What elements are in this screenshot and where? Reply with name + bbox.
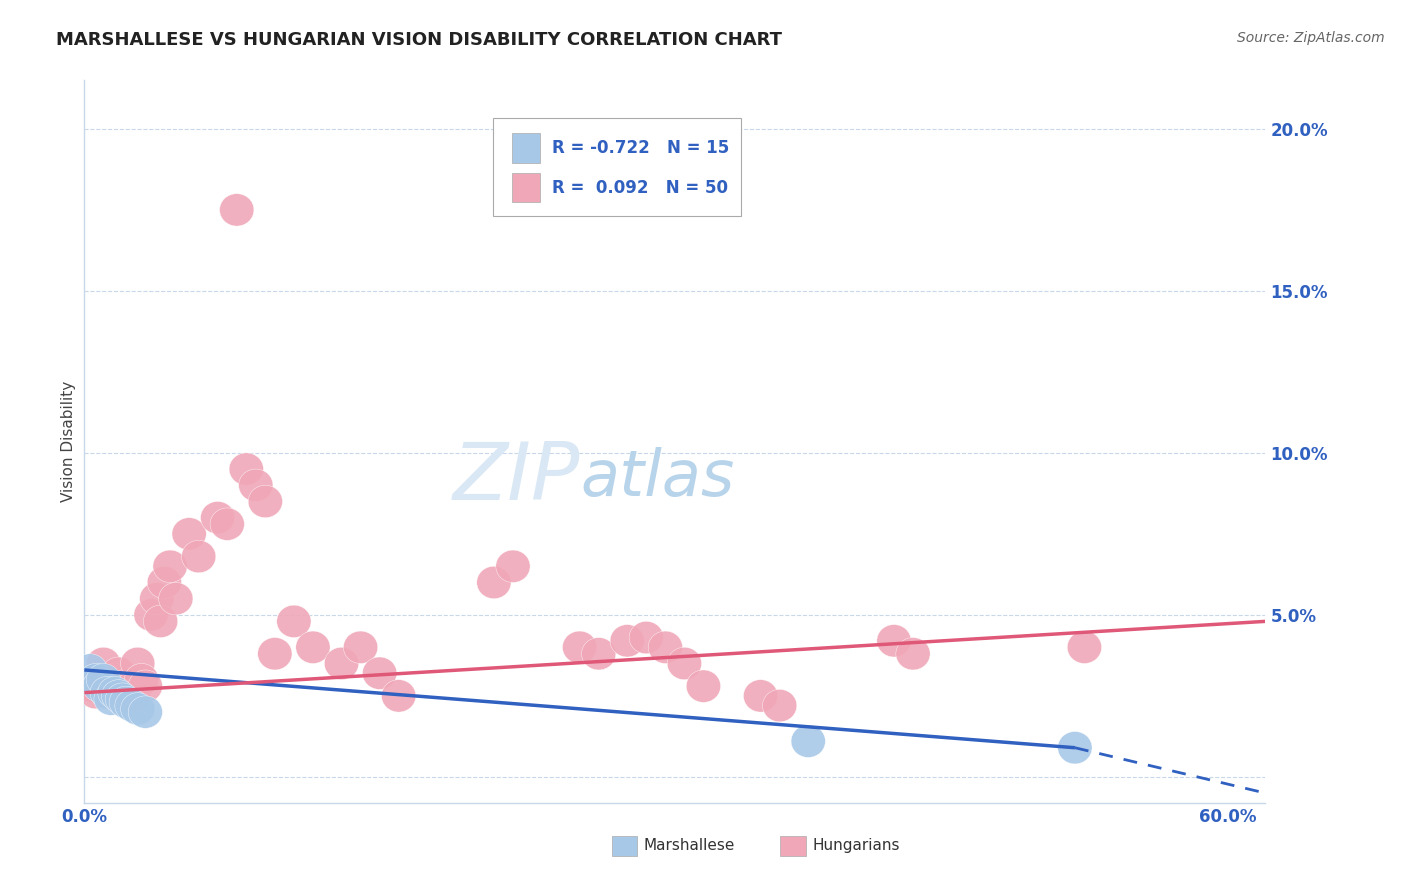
Ellipse shape bbox=[73, 654, 107, 686]
Ellipse shape bbox=[134, 599, 169, 631]
Ellipse shape bbox=[877, 624, 911, 657]
Text: ZIP: ZIP bbox=[453, 439, 581, 516]
Ellipse shape bbox=[477, 566, 510, 599]
Ellipse shape bbox=[83, 664, 117, 696]
Ellipse shape bbox=[115, 690, 149, 722]
Ellipse shape bbox=[112, 673, 148, 706]
Ellipse shape bbox=[90, 676, 124, 709]
Ellipse shape bbox=[381, 680, 416, 712]
Ellipse shape bbox=[229, 453, 263, 485]
Ellipse shape bbox=[90, 676, 124, 709]
Ellipse shape bbox=[1067, 631, 1101, 664]
Ellipse shape bbox=[343, 631, 378, 664]
Ellipse shape bbox=[159, 582, 193, 615]
Ellipse shape bbox=[128, 670, 163, 702]
Ellipse shape bbox=[117, 680, 150, 712]
Ellipse shape bbox=[201, 501, 235, 534]
Text: Hungarians: Hungarians bbox=[813, 838, 900, 854]
Text: R = -0.722   N = 15: R = -0.722 N = 15 bbox=[551, 138, 728, 157]
Ellipse shape bbox=[363, 657, 396, 690]
Ellipse shape bbox=[105, 683, 139, 715]
Ellipse shape bbox=[79, 664, 112, 696]
Ellipse shape bbox=[277, 605, 311, 638]
Ellipse shape bbox=[762, 690, 797, 722]
Ellipse shape bbox=[83, 670, 117, 702]
Text: Source: ZipAtlas.com: Source: ZipAtlas.com bbox=[1237, 31, 1385, 45]
Ellipse shape bbox=[1057, 731, 1092, 764]
Ellipse shape bbox=[172, 517, 207, 550]
Ellipse shape bbox=[153, 550, 187, 582]
Ellipse shape bbox=[209, 508, 245, 541]
Ellipse shape bbox=[110, 686, 143, 719]
Ellipse shape bbox=[239, 469, 273, 501]
Text: atlas: atlas bbox=[581, 447, 735, 508]
Ellipse shape bbox=[143, 605, 177, 638]
Text: MARSHALLESE VS HUNGARIAN VISION DISABILITY CORRELATION CHART: MARSHALLESE VS HUNGARIAN VISION DISABILI… bbox=[56, 31, 782, 49]
Ellipse shape bbox=[792, 725, 825, 757]
Text: R =  0.092   N = 50: R = 0.092 N = 50 bbox=[551, 178, 727, 196]
Ellipse shape bbox=[181, 541, 215, 573]
Ellipse shape bbox=[110, 680, 143, 712]
Ellipse shape bbox=[686, 670, 721, 702]
Ellipse shape bbox=[219, 194, 254, 226]
Y-axis label: Vision Disability: Vision Disability bbox=[60, 381, 76, 502]
Ellipse shape bbox=[79, 676, 112, 709]
Ellipse shape bbox=[249, 485, 283, 517]
Ellipse shape bbox=[97, 664, 132, 696]
Ellipse shape bbox=[496, 550, 530, 582]
Text: Marshallese: Marshallese bbox=[644, 838, 735, 854]
Ellipse shape bbox=[86, 648, 121, 680]
Ellipse shape bbox=[325, 648, 359, 680]
Ellipse shape bbox=[124, 664, 159, 696]
Ellipse shape bbox=[128, 696, 163, 728]
Ellipse shape bbox=[610, 624, 644, 657]
Ellipse shape bbox=[562, 631, 596, 664]
Ellipse shape bbox=[121, 693, 155, 725]
Ellipse shape bbox=[101, 657, 136, 690]
Ellipse shape bbox=[97, 676, 132, 709]
Ellipse shape bbox=[744, 680, 778, 712]
Ellipse shape bbox=[101, 680, 136, 712]
Ellipse shape bbox=[86, 664, 121, 696]
Ellipse shape bbox=[257, 638, 292, 670]
Ellipse shape bbox=[75, 670, 110, 702]
Ellipse shape bbox=[628, 622, 664, 654]
Ellipse shape bbox=[896, 638, 931, 670]
Ellipse shape bbox=[648, 631, 682, 664]
Ellipse shape bbox=[105, 670, 139, 702]
Ellipse shape bbox=[121, 648, 155, 680]
Ellipse shape bbox=[582, 638, 616, 670]
Ellipse shape bbox=[94, 670, 128, 702]
Ellipse shape bbox=[139, 582, 174, 615]
Ellipse shape bbox=[668, 648, 702, 680]
Ellipse shape bbox=[148, 566, 181, 599]
Ellipse shape bbox=[295, 631, 330, 664]
Ellipse shape bbox=[94, 683, 128, 715]
